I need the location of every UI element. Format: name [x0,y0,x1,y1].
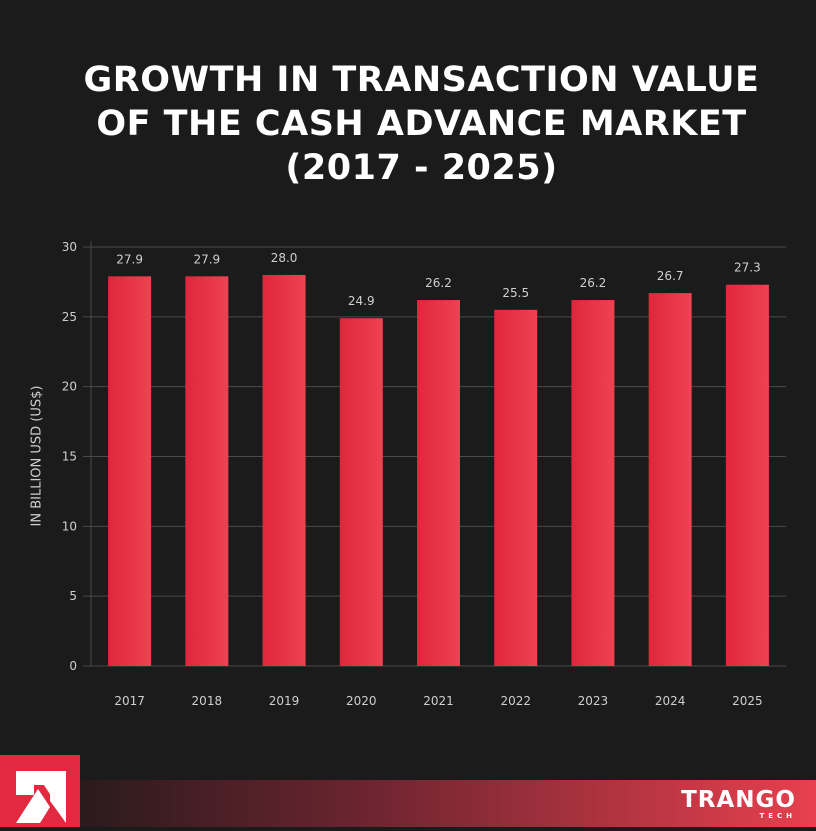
footer-bar [80,780,816,827]
bar [262,274,306,666]
x-tick-label: 2024 [655,694,686,708]
brand-logo: TRANGO TECH [681,788,796,820]
title-line: (2017 - 2025) [285,148,558,188]
title-line: OF THE CASH ADVANCE MARKET [96,104,747,144]
x-tick-label: 2018 [192,694,223,708]
bar [571,300,615,666]
data-label: 26.2 [425,276,452,290]
y-tick-label: 30 [62,240,77,254]
bar [417,300,460,666]
brand-sub: TECH [759,812,796,820]
y-tick-label: 5 [69,589,77,603]
x-tick-label: 2023 [578,694,609,708]
chart-title: GROWTH IN TRANSACTION VALUE OF THE CASH … [0,58,816,190]
bar [648,293,692,666]
y-tick-label: 25 [62,310,77,324]
y-tick-label: 15 [62,450,77,464]
y-tick-label: 10 [62,519,77,533]
y-axis-label: IN BILLION USD (US$) [29,385,45,527]
x-tick-label: 2025 [732,694,763,708]
data-label: 24.9 [348,294,375,308]
y-tick-label: 0 [69,659,77,673]
data-label: 25.5 [502,286,529,300]
x-tick-label: 2017 [114,694,145,708]
logo [0,755,80,827]
bar [725,284,769,666]
arrow-logo-icon [16,771,66,823]
brand-name: TRANGO [681,787,796,813]
bar-chart: 05101520253027.9201727.9201828.0201924.9… [62,240,786,708]
bar [494,309,538,666]
title-line: GROWTH IN TRANSACTION VALUE [83,60,760,100]
bar [339,318,383,666]
data-label: 26.7 [657,269,684,283]
data-label: 28.0 [271,251,298,265]
x-tick-label: 2021 [423,694,454,708]
data-label: 27.3 [734,261,761,275]
data-label: 27.9 [116,252,143,266]
bar [108,276,152,666]
y-tick-label: 20 [62,380,77,394]
data-label: 27.9 [193,252,220,266]
x-tick-label: 2022 [500,694,531,708]
x-tick-label: 2020 [346,694,377,708]
data-label: 26.2 [580,276,607,290]
bar [185,276,229,666]
x-tick-label: 2019 [269,694,300,708]
